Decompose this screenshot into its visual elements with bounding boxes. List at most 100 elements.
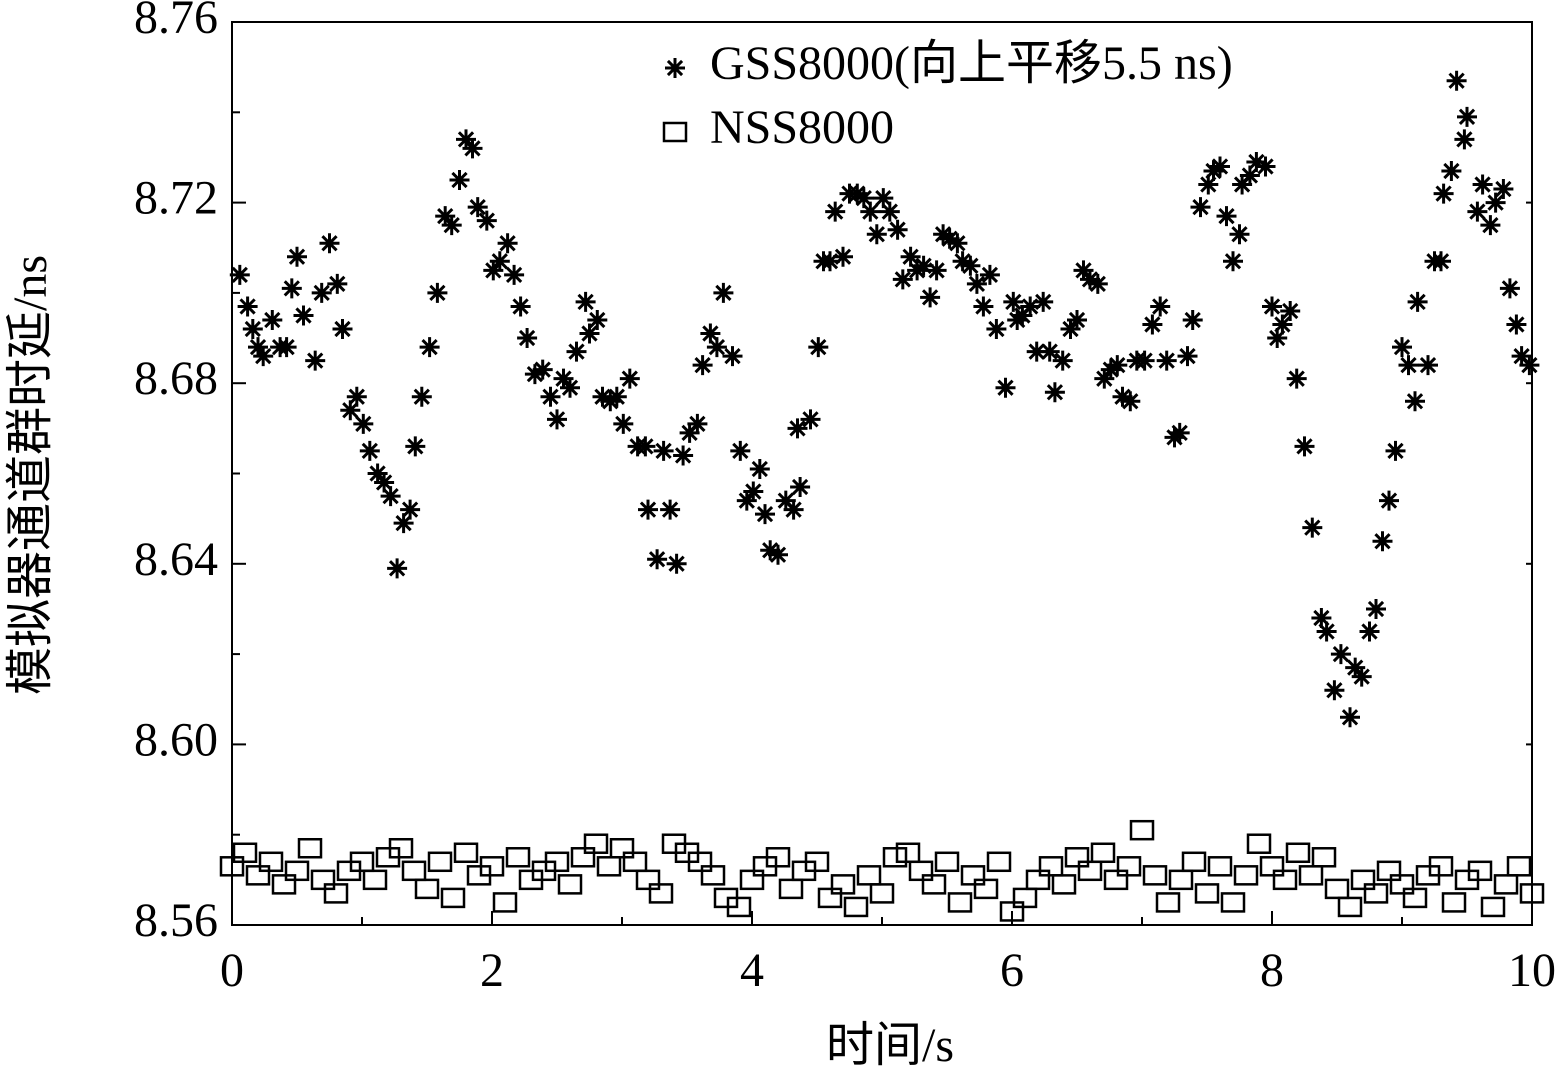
data-point <box>1044 382 1065 403</box>
data-point <box>817 887 843 909</box>
data-point <box>892 269 913 290</box>
data-point <box>1428 856 1454 877</box>
data-point <box>1324 680 1345 701</box>
data-point <box>510 296 531 317</box>
data-point <box>648 883 674 904</box>
data-point <box>440 887 466 909</box>
x-tick-label: 8 <box>1260 944 1284 997</box>
data-point <box>934 851 960 873</box>
data-point <box>960 865 986 886</box>
data-point <box>804 851 830 873</box>
data-point <box>609 837 635 859</box>
legend-marker <box>665 58 685 78</box>
data-point <box>449 170 470 191</box>
data-point <box>679 422 700 443</box>
data-point <box>900 246 921 267</box>
data-point <box>1480 215 1501 236</box>
x-axis-label: 时间/s <box>826 1019 954 1072</box>
data-point <box>596 856 622 877</box>
data-point <box>755 504 775 525</box>
data-point <box>579 323 600 344</box>
data-point <box>1511 346 1532 367</box>
data-point <box>1090 842 1116 864</box>
data-point <box>387 558 408 579</box>
data-point <box>1039 341 1060 362</box>
data-point <box>1472 174 1493 195</box>
data-point <box>1087 273 1108 294</box>
data-point <box>232 842 258 864</box>
data-point <box>635 869 661 891</box>
data-point <box>453 842 479 864</box>
data-point <box>966 273 987 294</box>
data-point <box>242 319 263 340</box>
data-point <box>262 309 283 330</box>
x-tick-label: 6 <box>1000 944 1024 997</box>
data-point <box>332 319 353 340</box>
x-tick-label: 2 <box>480 944 504 997</box>
legend-label: GSS8000(向上平移5.5 ns) <box>710 37 1233 90</box>
data-point <box>947 233 968 254</box>
data-point <box>253 346 274 367</box>
data-point <box>1182 309 1203 330</box>
data-point <box>427 282 448 303</box>
data-point <box>557 874 583 895</box>
data-point <box>1012 887 1038 909</box>
data-point <box>517 328 538 349</box>
data-point <box>1441 160 1462 181</box>
data-point <box>783 499 804 520</box>
data-point <box>760 540 781 561</box>
data-point <box>1407 291 1428 312</box>
data-point <box>873 188 894 209</box>
data-point <box>1134 350 1155 371</box>
data-point <box>986 319 1007 340</box>
data-point <box>311 282 332 303</box>
data-point <box>414 878 440 900</box>
data-point <box>1223 251 1243 272</box>
data-point <box>319 233 340 254</box>
data-point <box>853 188 874 209</box>
data-point <box>388 837 414 859</box>
data-point <box>1345 657 1366 678</box>
data-point <box>713 282 734 303</box>
data-point <box>462 138 483 159</box>
data-point <box>1012 305 1033 326</box>
data-point <box>532 359 553 380</box>
data-point <box>606 386 627 407</box>
data-point <box>483 260 504 281</box>
data-point <box>405 436 426 457</box>
data-point <box>219 856 245 877</box>
data-point <box>248 337 268 358</box>
data-point <box>1311 847 1337 868</box>
data-point <box>1385 440 1406 461</box>
data-point <box>973 296 994 317</box>
data-point <box>1177 346 1198 367</box>
data-point <box>1467 860 1493 882</box>
data-point <box>297 837 323 859</box>
data-point <box>476 210 497 231</box>
data-point <box>400 499 421 520</box>
data-point <box>1112 386 1133 407</box>
data-point <box>1485 192 1506 213</box>
data-point <box>692 355 713 376</box>
data-point <box>739 869 765 891</box>
data-point <box>921 874 947 895</box>
data-point <box>775 490 796 511</box>
data-point <box>293 305 314 326</box>
data-point <box>553 368 574 389</box>
data-point <box>1311 607 1332 628</box>
data-point <box>887 219 908 240</box>
data-point <box>1064 847 1090 868</box>
data-point <box>271 874 297 895</box>
data-point <box>1294 436 1315 457</box>
data-point <box>619 368 640 389</box>
data-point <box>362 869 388 891</box>
data-point <box>895 842 921 864</box>
data-point <box>1519 883 1545 904</box>
data-point <box>866 224 887 245</box>
data-point <box>979 264 1000 285</box>
data-point <box>960 255 981 276</box>
data-point <box>1168 869 1194 891</box>
data-point <box>1272 314 1293 335</box>
y-tick-label: 8.72 <box>134 172 218 225</box>
data-point <box>1169 422 1190 443</box>
